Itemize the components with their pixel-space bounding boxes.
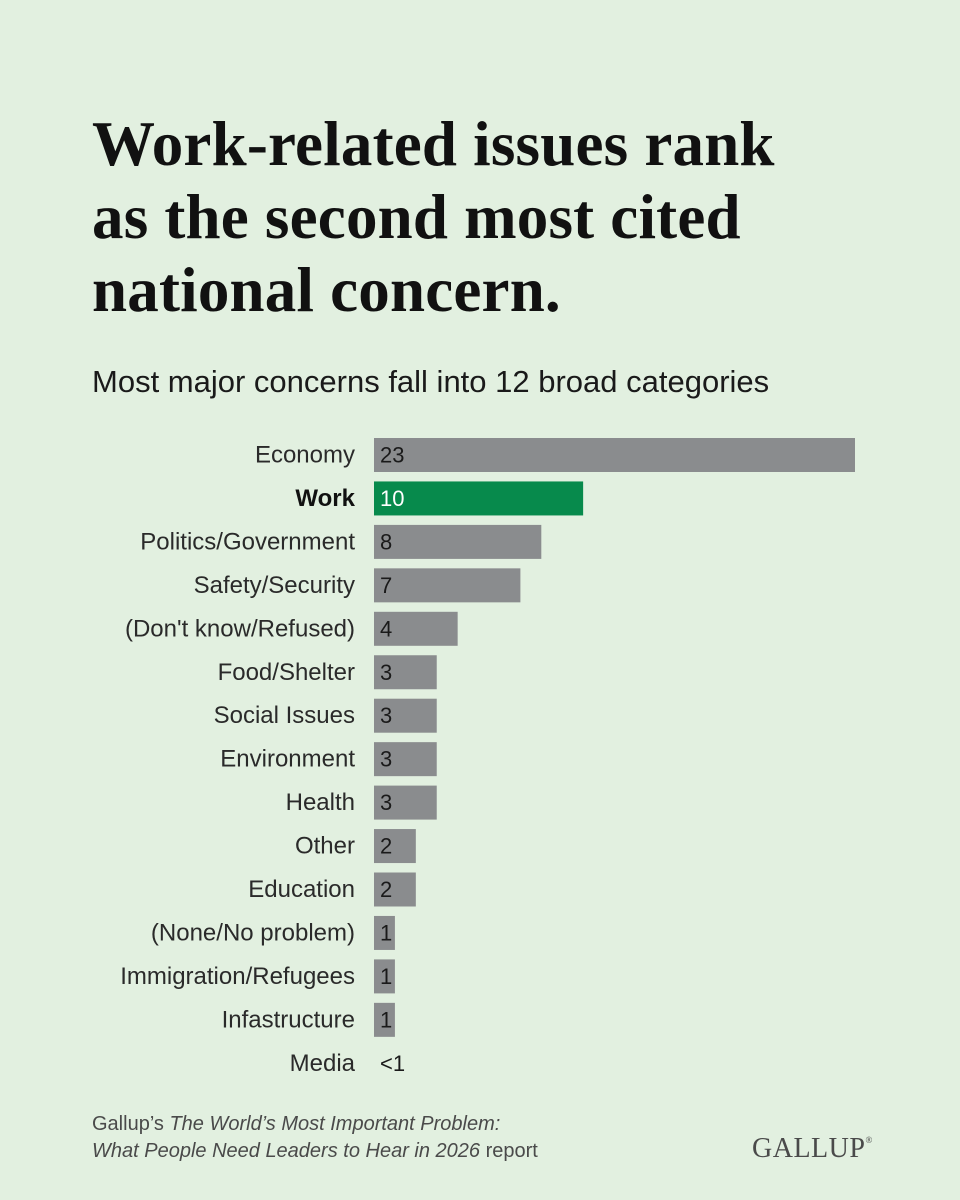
bar [374,568,521,603]
bar [374,438,855,472]
source-note: Gallup’s The World’s Most Important Prob… [92,1111,538,1165]
category-label: Environment [220,746,355,773]
category-label: (None/No problem) [151,919,355,946]
bar-value-label: 3 [380,703,392,728]
title-line: national concern. [92,255,561,325]
category-label: Politics/Government [140,528,355,555]
bar [374,524,542,559]
category-label: Social Issues [214,702,355,729]
bar [374,742,437,777]
report-title-part-1: The World’s Most Important Problem: [169,1113,501,1135]
source-suffix: report [480,1140,538,1162]
category-label: Infastructure [222,1006,355,1033]
bar-value-label: 3 [380,790,392,815]
source-prefix: Gallup’s [92,1113,170,1135]
category-label: Safety/Security [194,572,355,599]
category-label: Work [295,485,355,512]
category-label: Economy [255,442,355,469]
source-line-1: Gallup’s The World’s Most Important Prob… [92,1111,538,1138]
bar [374,481,584,516]
bar-value-label: 7 [380,573,392,598]
gallup-logo: GALLUP® [752,1133,873,1165]
category-label: Other [295,833,355,860]
bar-value-label: 4 [380,616,392,641]
bar [374,611,458,646]
category-label: (Don't know/Refused) [125,615,355,642]
report-title-part-2: What People Need Leaders to Hear in 2026 [92,1140,481,1162]
title-line: Work-related issues rank [92,109,775,179]
bar-value-label: 23 [380,443,404,468]
bar [374,1002,395,1037]
bar [374,655,437,690]
bar-value-label: 3 [380,747,392,772]
bar-value-label: 2 [380,834,392,859]
bar [374,785,437,820]
bar-value-label: 1 [380,1007,392,1032]
bar-value-label: <1 [380,1051,405,1076]
bar-value-label: 1 [380,964,392,989]
category-label: Media [290,1050,356,1077]
source-line-2: What People Need Leaders to Hear in 2026… [92,1138,538,1165]
chart-title: Work-related issues rank as the second m… [92,108,892,327]
bar-value-label: 3 [380,660,392,685]
category-label: Health [286,789,355,816]
logo-text: GALLUP [752,1133,866,1164]
bar-value-label: 8 [380,529,392,554]
bar [374,698,437,733]
category-label: Education [248,876,355,903]
chart-subtitle: Most major concerns fall into 12 broad c… [92,364,770,399]
bar [374,872,416,907]
bar [374,829,416,864]
bar [374,959,395,994]
bar [374,915,395,950]
category-label: Food/Shelter [218,659,355,686]
bar-value-label: 1 [380,920,392,945]
bar-value-label: 10 [380,486,404,511]
registered-mark: ® [865,1135,873,1145]
category-label: Immigration/Refugees [120,963,355,990]
bar-value-label: 2 [380,877,392,902]
title-line: as the second most cited [92,182,741,252]
